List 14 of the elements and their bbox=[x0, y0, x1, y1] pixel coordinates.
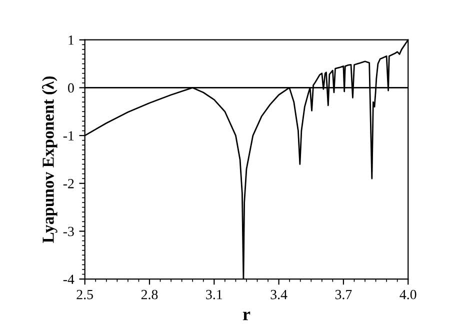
y-tick-label: 0 bbox=[68, 83, 74, 93]
y-tick-label: 1 bbox=[68, 36, 74, 45]
x-tick-label: 2.8 bbox=[141, 290, 158, 300]
x-tick-label: 2.5 bbox=[76, 290, 93, 300]
x-axis-title: r bbox=[242, 312, 250, 320]
y-tick-label: -1 bbox=[63, 131, 74, 140]
y-tick-label: -3 bbox=[63, 226, 74, 236]
y-tick-label: -2 bbox=[63, 179, 74, 188]
x-tick-label: 3.7 bbox=[335, 290, 352, 300]
x-tick-label: 4.0 bbox=[400, 290, 416, 300]
x-tick-label: 3.1 bbox=[206, 290, 222, 300]
x-tick-label: 3.4 bbox=[270, 290, 288, 300]
y-tick-label: -4 bbox=[63, 274, 74, 284]
y-axis-title: Lyapunov Exponent (λ) bbox=[42, 76, 58, 243]
